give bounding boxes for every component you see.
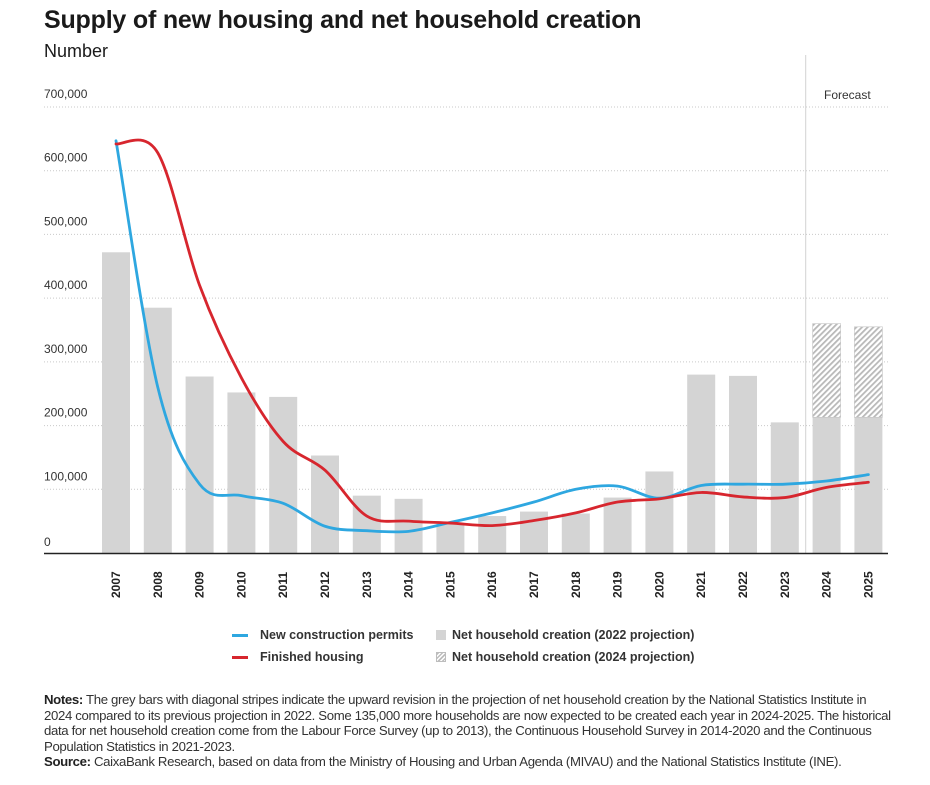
x-tick-label: 2014 xyxy=(402,571,416,598)
x-tick-label: 2007 xyxy=(109,571,123,598)
bar-2022-projection xyxy=(394,498,423,553)
y-tick-label: 600,000 xyxy=(44,151,88,165)
x-tick-label: 2012 xyxy=(318,571,332,598)
x-tick-label: 2022 xyxy=(736,571,750,598)
legend-swatch-proj2022 xyxy=(436,630,446,640)
y-tick-label: 500,000 xyxy=(44,214,88,228)
line-finished-housing xyxy=(114,138,870,528)
chart-subtitle: Number xyxy=(44,41,109,61)
y-tick-label: 700,000 xyxy=(44,87,88,101)
chart-title: Supply of new housing and net household … xyxy=(44,6,642,34)
x-tick-label: 2025 xyxy=(861,571,875,598)
bar-2022-projection xyxy=(185,376,214,553)
y-tick-label: 400,000 xyxy=(44,278,88,292)
source-text: CaixaBank Research, based on data from t… xyxy=(93,754,842,770)
legend-label-finished: Finished housing xyxy=(260,650,364,664)
x-tick-label: 2008 xyxy=(151,571,165,598)
x-tick-label: 2024 xyxy=(820,571,834,598)
bar-2022-projection xyxy=(102,252,130,554)
x-tick-label: 2017 xyxy=(527,571,541,598)
forecast-label: Forecast xyxy=(824,88,871,102)
bar-2022-projection xyxy=(687,374,716,553)
legend-swatch-proj2024 xyxy=(436,652,446,662)
bar-2022-projection xyxy=(269,396,298,553)
y-tick-label: 200,000 xyxy=(44,406,88,420)
notes-label: Notes: xyxy=(44,692,83,707)
bar-2022-projection xyxy=(729,375,757,553)
bar-2024-projection xyxy=(812,323,841,418)
legend-label-permits: New construction permits xyxy=(260,628,414,642)
bar-2022-projection xyxy=(436,523,465,553)
legend-label-proj2024: Net household creation (2024 projection) xyxy=(452,650,695,664)
y-tick-label: 0 xyxy=(44,535,51,549)
source-label: Source: xyxy=(44,754,91,770)
legend-item-finished: Finished housing xyxy=(232,650,363,664)
x-tick-label: 2011 xyxy=(276,572,290,598)
legend-label-proj2022: Net household creation (2022 projection) xyxy=(452,628,695,642)
notes-block: Notes: The grey bars with diagonal strip… xyxy=(44,692,894,785)
y-tick-label: 100,000 xyxy=(44,469,88,483)
chart-canvas: 700,000 600,000 500,000 400,000 300,000 200,0… xyxy=(44,55,888,598)
x-tick-label: 2020 xyxy=(652,571,666,598)
bar-2022-projection xyxy=(854,417,883,553)
bar-2022-projection xyxy=(645,471,674,553)
legend-item-permits: New construction permits xyxy=(232,628,414,642)
x-tick-label: 2023 xyxy=(778,571,792,598)
legend-swatch-permits xyxy=(232,633,248,637)
bar-2022-projection xyxy=(770,422,799,553)
bar-2022-projection xyxy=(603,497,632,553)
x-tick-label: 2019 xyxy=(611,571,625,598)
line-new-construction-permits xyxy=(114,139,870,534)
x-tick-label: 2010 xyxy=(234,571,248,598)
x-tick-label: 2021 xyxy=(694,571,708,598)
x-tick-label: 2018 xyxy=(569,571,583,598)
legend-item-proj2024: Net household creation (2024 projection) xyxy=(436,650,694,664)
x-tick-label: 2015 xyxy=(443,571,457,598)
bar-2022-projection xyxy=(478,516,507,553)
y-tick-label: 300,000 xyxy=(44,342,88,356)
x-tick-label: 2009 xyxy=(193,571,207,598)
bar-2024-projection xyxy=(854,326,883,418)
x-tick-label: 2013 xyxy=(360,571,374,598)
bar-2022-projection xyxy=(227,392,256,553)
legend-swatch-finished xyxy=(232,655,248,659)
bar-2022-projection xyxy=(561,513,590,553)
legend-item-proj2022: Net household creation (2022 projection) xyxy=(436,628,694,642)
bar-2022-projection xyxy=(352,495,381,553)
x-tick-label: 2016 xyxy=(485,571,499,598)
notes-text: The grey bars with diagonal stripes indi… xyxy=(44,692,891,754)
